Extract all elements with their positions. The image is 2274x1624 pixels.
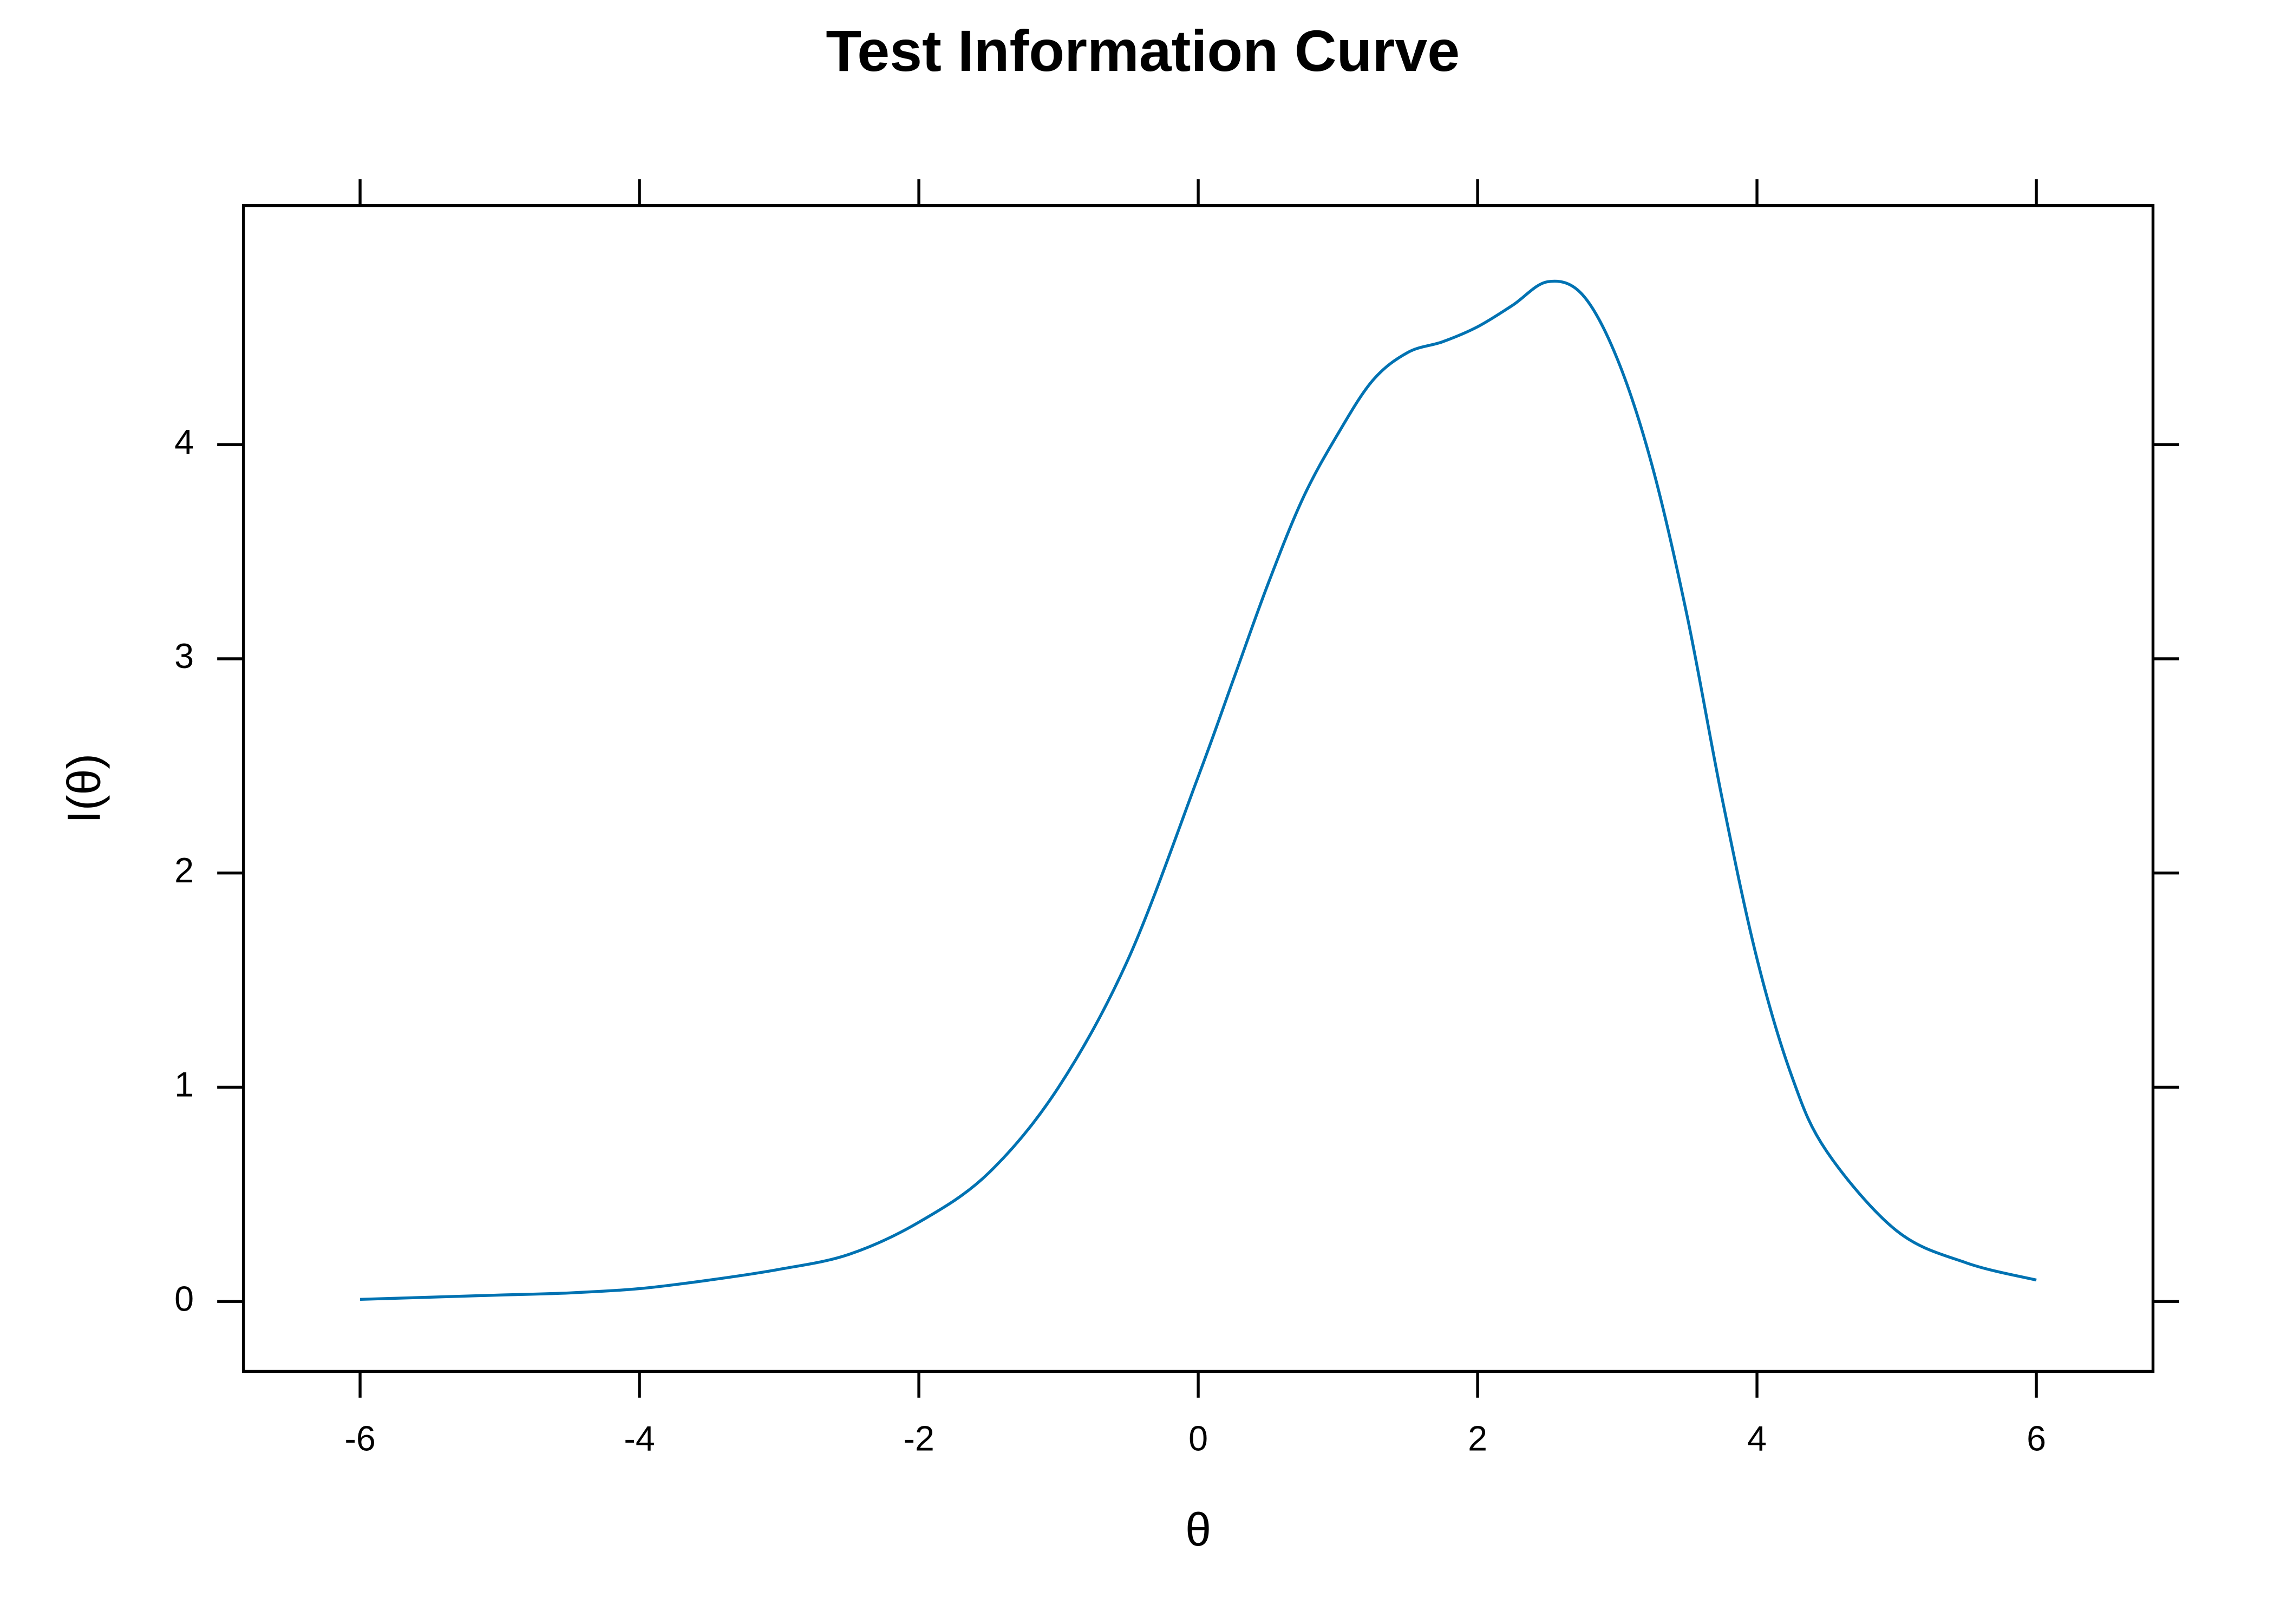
- y-tick-label: 1: [174, 1065, 194, 1104]
- y-tick-label: 2: [174, 851, 194, 890]
- y-axis-label: I(θ): [58, 754, 110, 823]
- y-tick-label: 0: [174, 1279, 194, 1318]
- x-tick-label: -2: [903, 1419, 934, 1458]
- plot-frame: [241, 204, 2155, 1373]
- chart-title: Test Information Curve: [826, 18, 1460, 83]
- y-tick-label: 3: [174, 637, 194, 676]
- x-tick-label: -6: [344, 1419, 375, 1458]
- x-tick-label: 4: [1747, 1419, 1767, 1458]
- x-tick-label: -4: [624, 1419, 655, 1458]
- x-tick-label: 2: [1468, 1419, 1487, 1458]
- x-tick-label: 6: [2027, 1419, 2046, 1458]
- x-axis-label: θ: [1185, 1504, 1211, 1556]
- x-tick-label: 0: [1188, 1419, 1208, 1458]
- y-tick-label: 4: [174, 422, 194, 461]
- data-line: [360, 279, 2037, 1301]
